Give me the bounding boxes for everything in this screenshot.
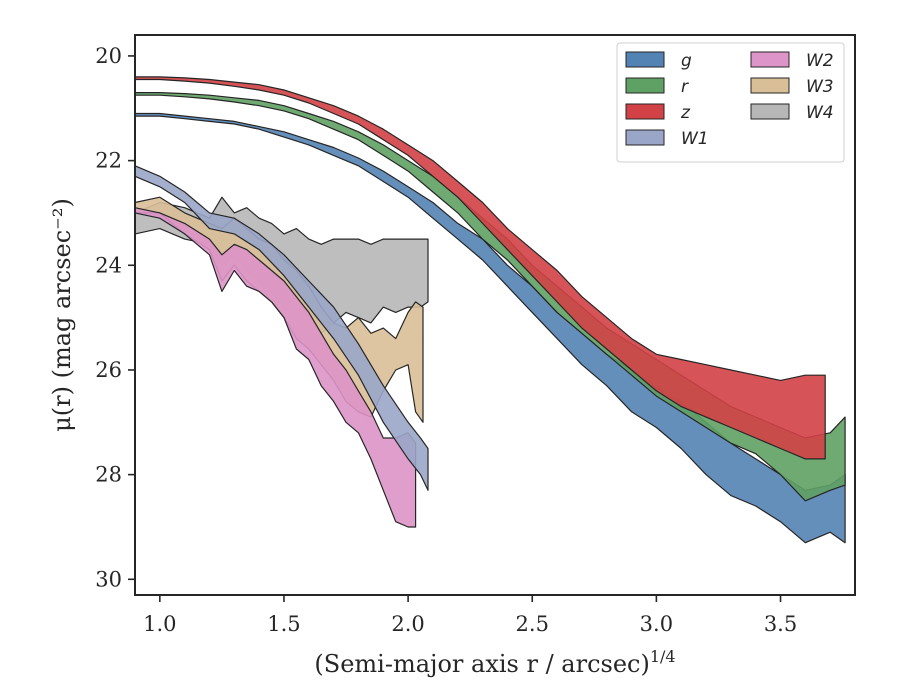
y-tick-label: 20 xyxy=(95,44,122,68)
plot-frame xyxy=(134,34,856,596)
y-axis-label: μ(r) (mag arcsec⁻²) xyxy=(48,198,76,432)
legend-swatch-z xyxy=(625,103,665,120)
legend-label-z: z xyxy=(680,103,691,123)
legend-label-r: r xyxy=(681,77,689,97)
legend-swatch-w1 xyxy=(625,129,665,146)
series-band-z xyxy=(134,76,826,460)
y-tick-label: 28 xyxy=(95,463,122,487)
x-axis-label-superscript: 1/4 xyxy=(650,647,676,666)
legend-swatch-r xyxy=(625,77,665,94)
y-tick-label: 24 xyxy=(95,253,122,277)
legend-label-w3: W3 xyxy=(806,77,834,97)
legend-swatch-w4 xyxy=(750,103,790,120)
legend-swatch-w2 xyxy=(750,51,790,68)
y-tick-label: 30 xyxy=(95,567,122,591)
legend-swatch-g xyxy=(625,51,665,68)
legend-label-w1: W1 xyxy=(681,129,709,149)
x-tick-label: 1.5 xyxy=(267,612,300,636)
legend-label-g: g xyxy=(681,51,692,71)
legend-swatch-w3 xyxy=(750,77,790,94)
y-tick-label: 22 xyxy=(95,149,122,173)
series-band-w1 xyxy=(134,165,429,491)
legend-box xyxy=(616,42,845,163)
series-band-w2 xyxy=(134,207,417,528)
x-tick-label: 2.5 xyxy=(516,612,549,636)
x-tick-label: 3.0 xyxy=(640,612,673,636)
x-tick-label: 2.0 xyxy=(391,612,424,636)
x-tick-label: 3.5 xyxy=(764,612,797,636)
legend: grz W1 W2 W3 W4 xyxy=(616,42,845,163)
legend-label-w4: W4 xyxy=(806,103,834,123)
ticks-layer: 1.0 1.5 2.0 2.5 3.0 3.5 20 22 24 26 28 30 xyxy=(95,44,797,636)
x-axis-label-text: (Semi-major axis r / arcsec) xyxy=(314,650,649,678)
x-axis-label: (Semi-major axis r / arcsec)1/4 xyxy=(314,647,675,678)
series-band-g xyxy=(134,112,846,544)
series-band-r xyxy=(134,92,846,502)
x-tick-label: 1.0 xyxy=(143,612,176,636)
series-layer xyxy=(134,76,846,544)
legend-label-w2: W2 xyxy=(806,51,834,71)
y-tick-label: 26 xyxy=(95,358,122,382)
